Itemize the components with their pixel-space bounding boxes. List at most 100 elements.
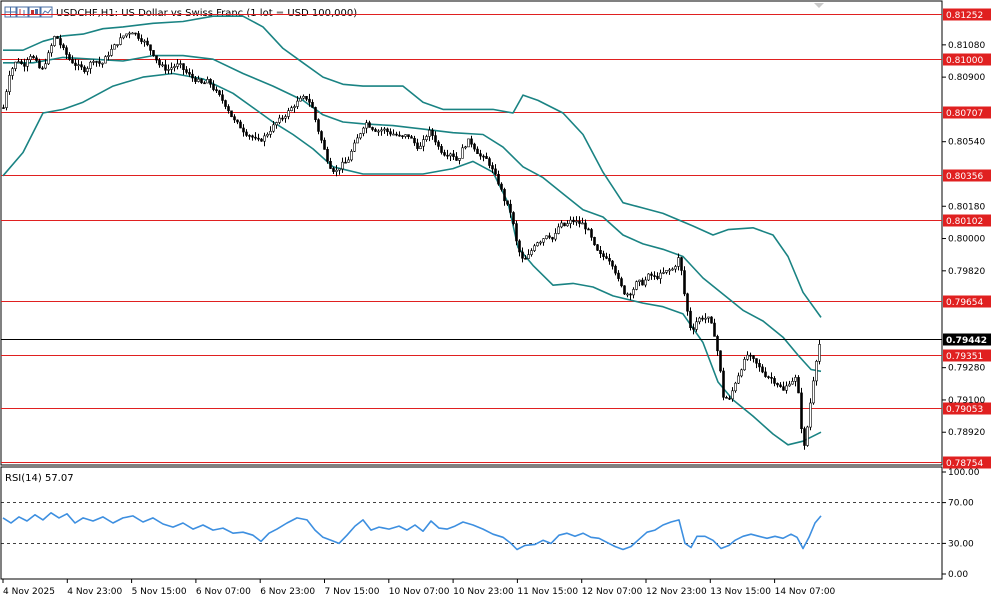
- candle-body: [458, 158, 461, 161]
- price-tick-label: 0.80900: [948, 73, 985, 83]
- candle-body: [536, 242, 539, 247]
- candle-body: [629, 293, 632, 296]
- candle-body: [191, 73, 194, 79]
- candle-body: [335, 169, 338, 172]
- time-tick-label: 5 Nov 15:00: [132, 587, 187, 597]
- candle-body: [119, 37, 122, 45]
- support-resistance-levels: 0.81252 0.81000 0.80707 0.80356 0.80102 0.796…: [1, 8, 991, 469]
- time-tick-label: 6 Nov 07:00: [196, 587, 251, 597]
- candle-body: [587, 228, 590, 231]
- candle-body: [278, 117, 281, 123]
- candle-body: [710, 316, 713, 324]
- candle-body: [680, 257, 683, 271]
- time-tick-label: 10 Nov 07:00: [389, 587, 450, 597]
- level-label-bg: [943, 402, 991, 415]
- candle-body: [338, 168, 341, 171]
- candle-body: [359, 133, 362, 139]
- candle-body: [365, 122, 368, 129]
- shift-marker-icon[interactable]: [814, 3, 824, 8]
- candle-body: [230, 110, 233, 118]
- rsi-tick-label: 100.00: [948, 468, 980, 478]
- candle-body: [197, 78, 200, 82]
- candle-body: [656, 275, 659, 279]
- level-label-bg: [943, 8, 991, 21]
- candle-body: [728, 397, 731, 400]
- candle-body: [296, 100, 299, 107]
- candle-body: [725, 396, 728, 399]
- candle-body: [764, 371, 767, 377]
- time-tick-label: 6 Nov 23:00: [260, 587, 315, 597]
- candle-body: [581, 222, 584, 225]
- candle-body: [311, 102, 314, 108]
- candle-body: [344, 161, 347, 164]
- candle-body: [506, 200, 509, 205]
- time-axis: 4 Nov 2025 4 Nov 23:00 5 Nov 15:00 6 Nov 07…: [2, 579, 836, 597]
- candle-body: [170, 67, 173, 70]
- line-chart-icon[interactable]: [40, 6, 53, 18]
- candle-body: [599, 250, 602, 255]
- candle-body: [788, 383, 791, 387]
- candle-body: [287, 110, 290, 117]
- candle-body: [500, 183, 503, 190]
- candle-body: [635, 281, 638, 290]
- candle-body: [467, 138, 470, 148]
- candle-body: [413, 138, 416, 144]
- candle-body: [557, 226, 560, 234]
- level-label-bg: [943, 53, 991, 66]
- candle-body: [308, 98, 311, 103]
- candle-body: [782, 386, 785, 391]
- candle-body: [488, 158, 491, 166]
- bollinger-middle-band: [3, 54, 822, 373]
- candle-body: [686, 293, 689, 312]
- time-tick-label: 4 Nov 2025: [3, 587, 55, 597]
- candle-body: [530, 250, 533, 255]
- candle-body: [482, 155, 485, 158]
- candle-body: [89, 61, 92, 69]
- level-label: 0.79053: [946, 405, 983, 415]
- candle-body: [689, 310, 692, 329]
- level-label-bg: [943, 106, 991, 119]
- candle-body: [638, 279, 641, 283]
- candle-body: [518, 240, 521, 253]
- candle-body: [2, 107, 5, 109]
- candle-body: [776, 382, 779, 386]
- candle-body: [797, 377, 800, 394]
- candle-body: [431, 129, 434, 136]
- candle-body: [548, 235, 551, 238]
- candle-body: [17, 61, 20, 63]
- candle-body: [464, 146, 467, 149]
- candle-body: [491, 165, 494, 170]
- candle-body: [551, 237, 554, 240]
- candle-body: [539, 241, 542, 244]
- candle-body: [653, 275, 656, 277]
- level-label-bg: [943, 295, 991, 308]
- candle-body: [422, 139, 425, 147]
- candle-body: [407, 134, 410, 138]
- candle-body: [494, 168, 497, 175]
- candle-body: [671, 268, 674, 271]
- candle-body: [116, 44, 119, 46]
- level-label: 0.79654: [946, 298, 983, 308]
- candle-body: [740, 369, 743, 377]
- grid-icon[interactable]: [4, 6, 17, 18]
- candle-body: [701, 317, 704, 320]
- candle-body: [695, 321, 698, 330]
- candle-body: [611, 260, 614, 267]
- candle-body: [71, 59, 74, 64]
- candle-body: [620, 278, 623, 287]
- candle-icon[interactable]: [28, 6, 41, 18]
- candle-body: [650, 273, 653, 276]
- candle-body: [62, 44, 65, 49]
- price-tick-label: 0.80000: [948, 235, 985, 245]
- level-label-bg: [943, 349, 991, 362]
- candle-body: [41, 67, 44, 70]
- price-tick-label: 0.79280: [948, 364, 985, 374]
- candle-body: [74, 62, 77, 66]
- candle-body: [773, 378, 776, 384]
- candle-body: [299, 97, 302, 102]
- candle-body: [800, 392, 803, 429]
- candle-body: [5, 91, 8, 108]
- candle-body: [248, 135, 251, 137]
